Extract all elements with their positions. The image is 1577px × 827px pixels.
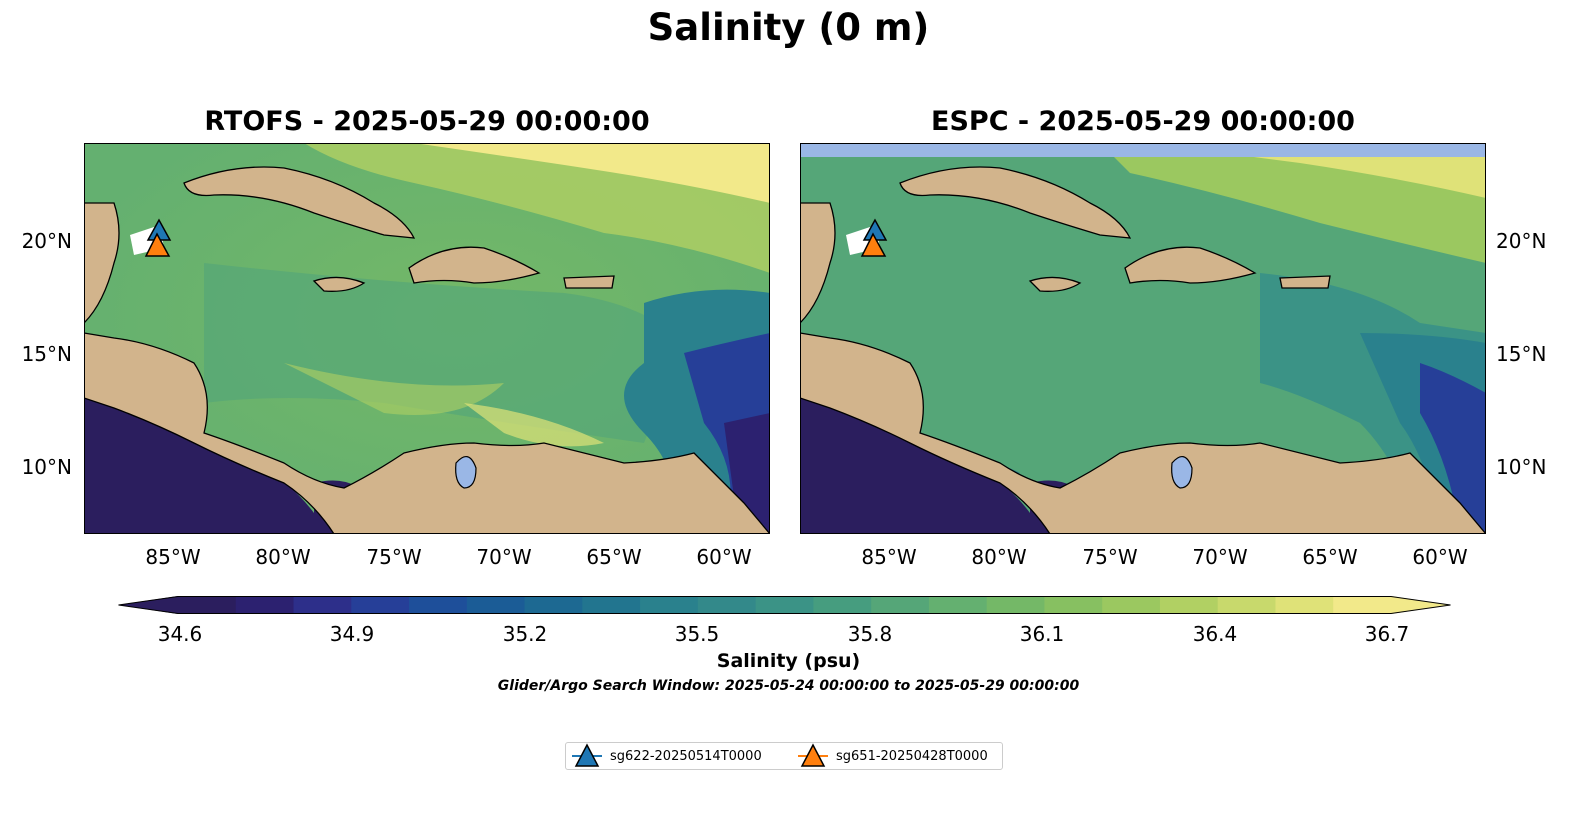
- colorbar-segment: [466, 596, 526, 614]
- colorbar-segment: [524, 596, 583, 614]
- lon-tick-label: 60°W: [1412, 545, 1468, 569]
- lon-tick-label: 65°W: [1302, 545, 1358, 569]
- legend-label-sg651: sg651-20250428T0000: [836, 748, 988, 764]
- colorbar-extend-max: [1391, 596, 1451, 614]
- legend-entry-sg622: sg622-20250514T0000: [570, 743, 762, 769]
- colorbar-segment: [235, 596, 295, 614]
- colorbar-segment: [871, 596, 930, 614]
- colorbar-tick-label: 35.5: [674, 622, 720, 646]
- lat-tick-label: 10°N: [21, 455, 72, 479]
- colorbar-segment: [293, 596, 352, 614]
- colorbar-segment: [640, 596, 699, 614]
- triangle-marker-icon: [798, 743, 828, 767]
- espc-salinity-map: [800, 143, 1486, 534]
- lon-tick-label: 80°W: [255, 545, 311, 569]
- colorbar-segment: [755, 596, 814, 614]
- lon-tick-label: 60°W: [696, 545, 752, 569]
- lat-tick-label: 15°N: [21, 342, 72, 366]
- colorbar-segment: [178, 596, 237, 614]
- colorbar-tick-label: 35.8: [847, 622, 893, 646]
- colorbar-segment: [1044, 596, 1103, 614]
- legend-entry-sg651: sg651-20250428T0000: [796, 743, 988, 769]
- colorbar-segment: [351, 596, 410, 614]
- colorbar-tick-label: 36.7: [1364, 622, 1410, 646]
- salinity-colorbar: [118, 596, 1451, 618]
- lon-tick-label: 85°W: [145, 545, 201, 569]
- colorbar-tick-label: 35.2: [502, 622, 548, 646]
- legend-label-sg622: sg622-20250514T0000: [610, 748, 762, 764]
- lat-tick-label: 15°N: [1496, 342, 1547, 366]
- lon-tick-label: 65°W: [586, 545, 642, 569]
- colorbar-segment: [1217, 596, 1277, 614]
- colorbar-tick-label: 34.6: [157, 622, 203, 646]
- lon-tick-label: 80°W: [971, 545, 1027, 569]
- lat-tick-label: 10°N: [1496, 455, 1547, 479]
- lon-tick-label: 75°W: [1082, 545, 1138, 569]
- lon-tick-label: 70°W: [1192, 545, 1248, 569]
- colorbar-extend-min: [118, 596, 178, 614]
- colorbar-segment: [697, 596, 757, 614]
- colorbar-segment: [409, 596, 468, 614]
- espc-panel-title: ESPC - 2025-05-29 00:00:00: [931, 106, 1355, 137]
- rtofs-salinity-map: [84, 143, 770, 534]
- legend: sg622-20250514T0000 sg651-20250428T0000: [565, 742, 1003, 770]
- lat-tick-label: 20°N: [1496, 229, 1547, 253]
- colorbar-segment: [1102, 596, 1161, 614]
- colorbar-tick-label: 36.1: [1019, 622, 1065, 646]
- colorbar-tick-label: 36.4: [1192, 622, 1238, 646]
- search-window-note: Glider/Argo Search Window: 2025-05-24 00…: [497, 678, 1080, 694]
- colorbar-segment: [1333, 596, 1392, 614]
- triangle-marker-icon: [572, 743, 602, 767]
- sg651-marker-rtofs: [144, 232, 171, 257]
- rtofs-panel-title: RTOFS - 2025-05-29 00:00:00: [204, 106, 650, 137]
- colorbar-label: Salinity (psu): [716, 650, 861, 672]
- colorbar-segment: [986, 596, 1046, 614]
- sg651-marker-espc: [860, 232, 887, 257]
- lat-tick-label: 20°N: [21, 229, 72, 253]
- colorbar-tick-label: 34.9: [329, 622, 375, 646]
- figure-title: Salinity (0 m): [647, 6, 930, 49]
- colorbar-segment: [1275, 596, 1334, 614]
- lon-tick-label: 75°W: [366, 545, 422, 569]
- colorbar-segment: [582, 596, 641, 614]
- colorbar-segment: [928, 596, 988, 614]
- colorbar-segment: [813, 596, 872, 614]
- lon-tick-label: 70°W: [476, 545, 532, 569]
- colorbar-segment: [1159, 596, 1219, 614]
- lon-tick-label: 85°W: [861, 545, 917, 569]
